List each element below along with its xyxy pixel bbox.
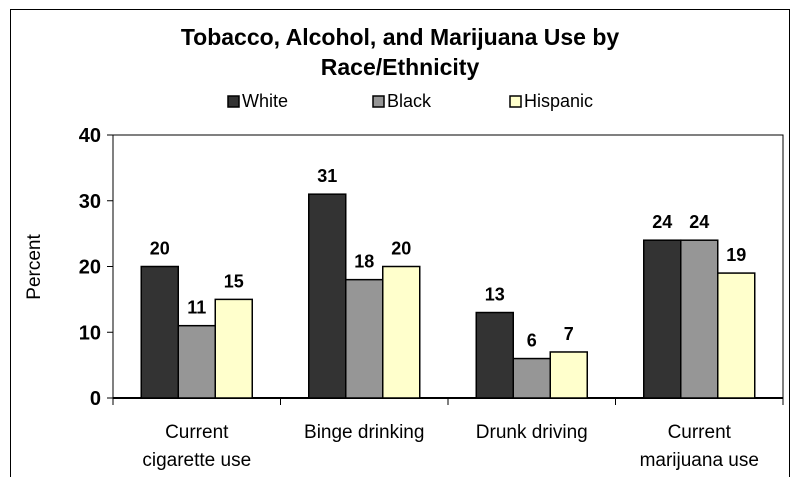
y-tick-label: 40 [79, 125, 101, 147]
y-tick-label: 30 [79, 191, 101, 213]
data-label: 31 [317, 166, 337, 186]
bar [177, 324, 216, 399]
bar [345, 278, 384, 399]
data-label: 13 [485, 285, 505, 305]
legend-label: Hispanic [524, 91, 593, 111]
legend-swatch [227, 95, 240, 108]
legend-swatch [509, 95, 522, 108]
x-tick-label: marijuana use [640, 450, 759, 471]
data-label: 11 [187, 298, 206, 318]
data-label: 7 [564, 324, 574, 344]
legend-swatch [372, 95, 385, 108]
data-label: 15 [224, 271, 244, 291]
data-label: 20 [150, 239, 170, 259]
legend-label: White [242, 91, 288, 111]
legend-label: Black [387, 91, 432, 111]
x-tick-label: Current [668, 422, 732, 443]
bar [643, 239, 682, 399]
x-tick-label: Drunk driving [476, 422, 588, 443]
data-label: 19 [726, 245, 746, 265]
bar [680, 239, 719, 399]
x-tick-label: Current [165, 422, 229, 443]
chart-title-line-2: Race/Ethnicity [321, 54, 480, 80]
y-axis-label: Percent [24, 234, 45, 300]
bar [308, 193, 347, 399]
plot-area: 0 10 20 30 40 20 11 15 Current cigarette use 31 18 2… [79, 125, 784, 471]
bar [140, 265, 179, 399]
legend: White Black Hispanic [227, 91, 593, 111]
bar [717, 272, 756, 399]
bar [512, 357, 551, 399]
data-label: 24 [689, 212, 709, 232]
data-label: 6 [527, 331, 537, 351]
chart-title-line-1: Tobacco, Alcohol, and Marijuana Use by [181, 24, 620, 50]
bar [214, 298, 253, 399]
data-label: 20 [391, 239, 411, 259]
x-tick-label: cigarette use [142, 450, 251, 471]
data-label: 18 [354, 252, 374, 272]
bar [549, 351, 588, 399]
bar [475, 311, 514, 399]
y-tick-label: 20 [79, 257, 101, 279]
chart-frame [10, 9, 790, 477]
y-tick-label: 10 [79, 322, 101, 344]
x-tick-label: Binge drinking [304, 422, 424, 443]
bar [382, 265, 421, 399]
data-label: 24 [652, 212, 672, 232]
y-tick-label: 0 [90, 388, 101, 410]
